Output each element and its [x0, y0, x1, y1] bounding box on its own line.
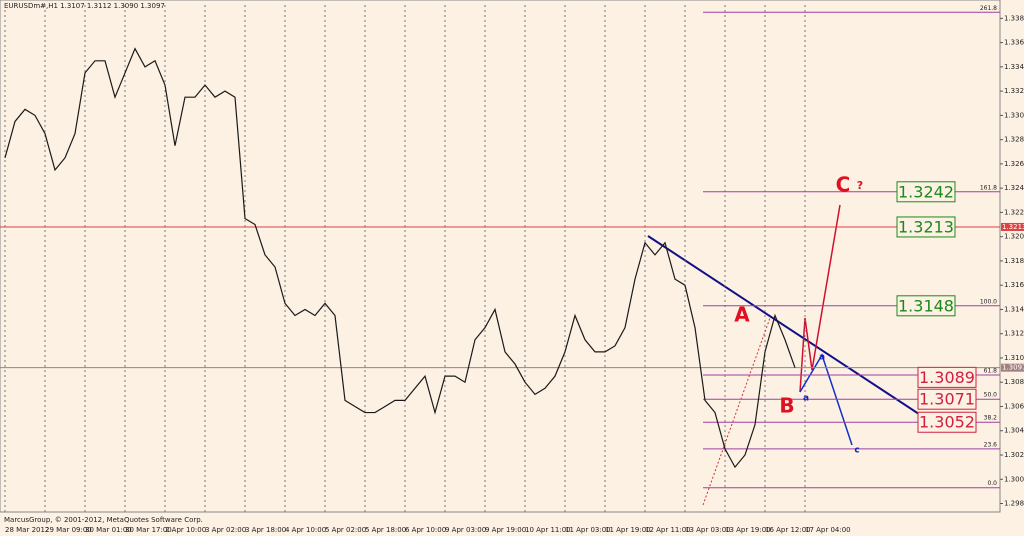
x-tick-label: 29 Mar 09:00	[45, 526, 92, 534]
x-tick-label: 13 Apr 19:00	[725, 526, 771, 534]
fibo-label: 61.8	[984, 367, 998, 374]
price-tag-label: 1.3097	[1002, 364, 1024, 372]
price-box	[896, 216, 956, 238]
price-box-label: 1.3213	[898, 217, 954, 236]
x-tick-label: 11 Apr 19:00	[605, 526, 651, 534]
y-tick-label: 1.3225	[1004, 208, 1024, 216]
y-tick-label: 1.3245	[1004, 184, 1024, 192]
fibo-label: 261.8	[980, 5, 997, 12]
y-tick-label: 1.3165	[1004, 281, 1024, 289]
x-tick-label: 3 Apr 18:00	[245, 526, 286, 534]
fibo-label: 161.8	[980, 184, 997, 191]
y-tick-label: 1.3085	[1004, 378, 1024, 386]
y-tick-label: 1.3385	[1004, 14, 1024, 22]
wave-label: B	[779, 394, 794, 418]
price-box	[896, 181, 956, 203]
price-tag	[1001, 222, 1024, 231]
trend-line	[647, 235, 926, 419]
plot-frame	[0, 0, 1001, 513]
x-tick-label: 9 Apr 19:00	[485, 526, 526, 534]
price-box	[917, 411, 977, 433]
wave-label: a	[819, 353, 825, 363]
x-tick-label: 12 Apr 11:00	[645, 526, 691, 534]
x-tick-label: 6 Apr 10:00	[405, 526, 446, 534]
fibo-label: 100.0	[980, 298, 997, 305]
x-tick-label: 11 Apr 03:00	[565, 526, 611, 534]
x-tick-label: 30 Mar 01:00	[85, 526, 132, 534]
price-box	[896, 295, 956, 317]
x-tick-label: 17 Apr 04:00	[805, 526, 851, 534]
y-tick-label: 1.3265	[1004, 160, 1024, 168]
fibo-label: 23.6	[984, 441, 998, 448]
wave-label: ?	[857, 179, 863, 192]
x-tick-label: 5 Apr 02:00	[325, 526, 366, 534]
footer: MarcusGroup, © 2001-2012, MetaQuotes Sof…	[4, 516, 203, 524]
x-tick-label: 13 Apr 03:00	[685, 526, 731, 534]
price-box-label: 1.3148	[898, 296, 954, 315]
y-tick-label: 1.3365	[1004, 39, 1024, 47]
y-tick-label: 1.3105	[1004, 354, 1024, 362]
wave-projection-up	[799, 204, 841, 393]
y-tick-label: 1.3065	[1004, 402, 1024, 410]
y-tick-label: 1.3325	[1004, 87, 1024, 95]
y-tick-label: 1.3145	[1004, 305, 1024, 313]
chart-title: EURUSDm#,H1 1.3107 1.3112 1.3090 1.3097	[4, 2, 165, 10]
fibo-label: 0.0	[987, 480, 997, 487]
y-tick-label: 1.3285	[1004, 136, 1024, 144]
fibo-label: 38.2	[984, 415, 998, 422]
wave-label: C	[836, 173, 851, 197]
x-tick-label: 9 Apr 03:00	[445, 526, 486, 534]
price-line-series	[4, 47, 796, 469]
y-tick-label: 1.3185	[1004, 257, 1024, 265]
x-tick-label: 30 Mar 17:00	[125, 526, 172, 534]
y-tick-label: 1.3005	[1004, 475, 1024, 483]
y-tick-label: 1.3305	[1004, 111, 1024, 119]
y-tick-label: 1.3205	[1004, 233, 1024, 241]
price-tag	[1001, 363, 1024, 372]
wave-label: a	[803, 394, 809, 404]
x-tick-label: 2 Apr 10:00	[165, 526, 206, 534]
wave-label: c	[854, 446, 859, 456]
price-box	[917, 366, 977, 388]
y-tick-label: 1.3045	[1004, 427, 1024, 435]
x-tick-label: 16 Apr 12:00	[765, 526, 811, 534]
price-box	[917, 388, 977, 410]
y-tick-label: 1.3125	[1004, 330, 1024, 338]
price-box-label: 1.3071	[919, 390, 975, 409]
price-box-label: 1.3242	[898, 182, 954, 201]
wave-projection-down	[799, 353, 853, 446]
price-box-label: 1.3052	[919, 413, 975, 432]
wave-label: A	[734, 303, 750, 327]
price-box-label: 1.3089	[919, 368, 975, 387]
y-tick-label: 1.3345	[1004, 63, 1024, 71]
price-tag-label: 1.3213	[1002, 223, 1024, 231]
y-tick-label: 1.2985	[1004, 500, 1024, 508]
x-tick-label: 10 Apr 11:00	[525, 526, 571, 534]
fibo-label: 50.0	[984, 392, 998, 399]
y-tick-label: 1.3025	[1004, 451, 1024, 459]
fibo-baseline	[702, 317, 771, 506]
x-tick-label: 4 Apr 10:00	[285, 526, 326, 534]
x-tick-label: 5 Apr 18:00	[365, 526, 406, 534]
x-tick-label: 28 Mar 2012	[5, 526, 49, 534]
x-tick-label: 3 Apr 02:00	[205, 526, 246, 534]
